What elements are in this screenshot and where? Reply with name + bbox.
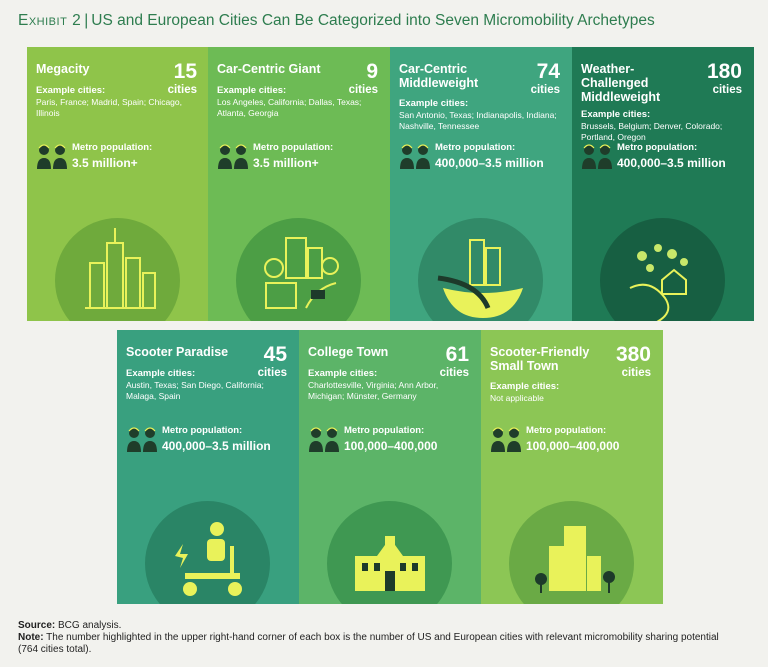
source-line: Source: BCG analysis. [18, 620, 738, 632]
metro-population-value: 3.5 million+ [72, 156, 138, 170]
example-cities-value: Los Angeles, California; Dallas, Texas; … [217, 97, 362, 118]
exhibit-title: Exhibit 2 | US and European Cities Can Be … [18, 12, 655, 30]
metro-population-value: 400,000–3.5 million [162, 439, 271, 453]
archetype-name: Car-Centric Giant [217, 62, 321, 76]
archetype-card-scooter-friendly-small-town: Scooter-Friendly Small Town 380 cities Exam… [481, 330, 663, 604]
people-icon [582, 144, 612, 169]
small-town-scooter-icon [535, 526, 615, 593]
archetype-name: Scooter-Friendly Small Town [490, 345, 590, 373]
metro-population-value: 400,000–3.5 million [617, 156, 726, 170]
city-count-unit: cities [167, 84, 197, 96]
example-cities-value: Charlottesville, Virginia; Ann Arbor, Mi… [308, 380, 439, 401]
metro-population-label: Metro population: [72, 142, 153, 153]
metro-population-value: 100,000–400,000 [344, 439, 438, 453]
city-count: 61 [445, 343, 469, 366]
illustration-circle [55, 218, 180, 321]
example-cities-value: Austin, Texas; San Diego, California; Ma… [126, 380, 264, 401]
city-count-unit: cities [621, 367, 651, 379]
metro-population-value: 100,000–400,000 [526, 439, 620, 453]
example-cities-label: Example cities: [581, 109, 651, 120]
metro-population-label: Metro population: [162, 425, 243, 436]
metro-population-label: Metro population: [344, 425, 425, 436]
college-building-icon [355, 536, 425, 591]
city-count-unit: cities [257, 367, 287, 379]
page-title: US and European Cities Can Be Categorize… [91, 12, 655, 29]
metro-population-label: Metro population: [435, 142, 516, 153]
example-cities-value: Not applicable [490, 393, 544, 403]
house-weather-icon [629, 244, 688, 321]
scooter-rider-icon [175, 522, 242, 596]
metro-population-value: 3.5 million+ [253, 156, 319, 170]
people-icon [127, 427, 157, 452]
archetype-name: Megacity [36, 62, 90, 76]
note-text: The number highlighted in the upper righ… [18, 632, 719, 655]
archetype-name: Scooter Paradise [126, 345, 229, 359]
example-cities-value: Brussels, Belgium; Denver, Colorado; Por… [581, 121, 723, 142]
example-cities-label: Example cities: [308, 368, 378, 379]
example-cities-label: Example cities: [126, 368, 196, 379]
city-count-unit: cities [348, 84, 378, 96]
footer: Source: BCG analysis. Note: The number h… [18, 620, 738, 656]
city-count-unit: cities [712, 84, 742, 96]
archetype-card-scooter-paradise: Scooter Paradise 45 cities Example cities: A… [117, 330, 299, 604]
example-cities-label: Example cities: [36, 85, 106, 96]
metro-population-label: Metro population: [526, 425, 607, 436]
example-cities-label: Example cities: [399, 98, 469, 109]
note-label: Note: [18, 632, 44, 643]
city-count: 380 [615, 343, 651, 366]
archetype-card-car-centric-middleweight: Car-Centric Middleweight 74 cities Example … [390, 47, 572, 321]
people-icon [309, 427, 339, 452]
archetype-name: Weather-Challenged Middleweight [581, 62, 661, 104]
city-count: 180 [706, 60, 742, 83]
city-count-unit: cities [439, 367, 469, 379]
people-icon [218, 144, 248, 169]
archetype-card-college-town: College Town 61 cities Example cities: Charl… [299, 330, 481, 604]
archetype-card-weather-challenged-middleweight: Weather-Challenged Middleweight 180 cities… [572, 47, 754, 321]
archetype-name: Car-Centric Middleweight [399, 62, 479, 90]
city-count: 9 [366, 60, 378, 83]
example-cities-label: Example cities: [217, 85, 287, 96]
people-icon [37, 144, 67, 169]
city-count: 15 [173, 60, 197, 83]
example-cities-label: Example cities: [490, 381, 560, 392]
people-icon [400, 144, 430, 169]
city-count: 45 [263, 343, 287, 366]
illustration-circle [327, 501, 452, 604]
example-cities-value: San Antonio, Texas; Indianapolis, Indian… [399, 110, 557, 131]
note-line: Note: The number highlighted in the uppe… [18, 632, 738, 656]
exhibit-label: Exhibit 2 [18, 12, 82, 29]
city-count: 74 [536, 60, 560, 83]
people-icon [491, 427, 521, 452]
city-road-car-icon [264, 237, 339, 309]
illustration-circle [600, 218, 725, 321]
illustration-circle [145, 501, 270, 604]
title-separator: | [84, 12, 89, 29]
source-text: BCG analysis. [58, 620, 122, 631]
archetype-name: College Town [308, 345, 389, 359]
illustration-circle [418, 218, 543, 321]
skyscrapers-icon [85, 228, 156, 309]
illustration-circle [236, 218, 361, 321]
metro-population-value: 400,000–3.5 million [435, 156, 544, 170]
illustration-circle [509, 501, 634, 604]
archetype-card-megacity: Megacity 15 cities Example cities: Paris, Fr… [27, 47, 209, 321]
metro-population-label: Metro population: [617, 142, 698, 153]
city-highway-icon [437, 239, 523, 318]
archetype-card-car-centric-giant: Car-Centric Giant 9 cities Example cities: L… [208, 47, 390, 321]
example-cities-value: Paris, France; Madrid, Spain; Chicago, I… [36, 97, 182, 118]
city-count-unit: cities [530, 84, 560, 96]
source-label: Source: [18, 620, 56, 631]
metro-population-label: Metro population: [253, 142, 334, 153]
